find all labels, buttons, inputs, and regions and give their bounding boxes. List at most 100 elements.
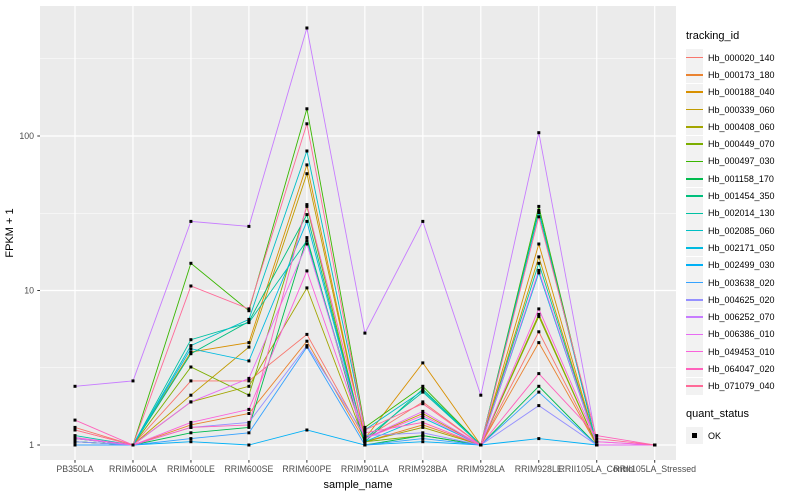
data-point [247, 341, 251, 345]
data-point [305, 339, 309, 343]
data-point [305, 172, 309, 176]
data-point [537, 384, 541, 388]
data-point [189, 431, 193, 435]
legend-item: Hb_071079_040 [686, 377, 800, 395]
data-point [131, 379, 135, 383]
data-point [305, 213, 309, 217]
legend-item-label: Hb_001158_170 [708, 173, 774, 184]
legend-item-label: Hb_002085_060 [708, 225, 775, 236]
data-point [247, 359, 251, 363]
line-swatch-icon [686, 143, 703, 145]
legend-item-label: Hb_000408_060 [708, 121, 775, 132]
legend-key-swatch [686, 118, 703, 136]
data-point [537, 271, 541, 275]
data-point [189, 338, 193, 342]
data-point [595, 440, 599, 444]
data-point [537, 208, 541, 212]
data-point [305, 286, 309, 290]
x-tick-label: RRIM928LE [515, 464, 563, 474]
data-point [189, 437, 193, 441]
legend-item: Hb_002171_050 [686, 239, 800, 257]
data-point [363, 331, 367, 335]
x-tick-label: RRII105LA_Stressed [613, 464, 696, 474]
data-point [305, 428, 309, 432]
data-point [421, 420, 425, 424]
data-point [421, 389, 425, 393]
legend-item: Hb_004625_020 [686, 291, 800, 309]
legend-item: Hb_003638_020 [686, 274, 800, 291]
axis-ticks [37, 135, 656, 463]
legend-item-label: Hb_000339_060 [708, 104, 775, 115]
data-point [131, 443, 135, 447]
x-tick-label: RRIM928LA [457, 464, 505, 474]
data-point [189, 440, 193, 444]
data-point [247, 379, 251, 383]
data-point [73, 428, 77, 432]
line-swatch-icon [686, 177, 703, 180]
data-point [421, 416, 425, 420]
legend-key-swatch [686, 343, 703, 361]
data-point [247, 431, 251, 435]
data-point [537, 404, 541, 408]
data-point [73, 418, 77, 422]
data-point [189, 219, 193, 223]
data-point [537, 314, 541, 318]
legend-item-label: Hb_002171_050 [708, 242, 775, 253]
x-tick-label: RRII105LA_Control [559, 464, 635, 474]
legend-item: Hb_006386_010 [686, 325, 800, 343]
data-point [247, 384, 251, 388]
data-point [305, 236, 309, 240]
legend-item-label: Hb_064047_020 [708, 363, 775, 374]
data-point [305, 163, 309, 167]
line-swatch-icon [686, 56, 703, 59]
data-point [421, 414, 425, 418]
legend-item-label: Hb_000173_180 [708, 69, 775, 80]
legend-item: Hb_001454_350 [686, 187, 800, 205]
legend-key-swatch [686, 291, 703, 309]
data-point [247, 307, 251, 311]
legend-key-swatch [686, 222, 703, 240]
data-point [189, 284, 193, 288]
legend-key-swatch [686, 66, 703, 84]
data-point [537, 341, 541, 345]
data-point [537, 242, 541, 246]
line-swatch-icon [686, 350, 703, 353]
data-point [363, 425, 367, 429]
data-point [305, 242, 309, 246]
data-point [189, 352, 193, 356]
legend-title-quant-status: quant_status [686, 407, 749, 420]
data-point [537, 131, 541, 135]
gridlines [40, 6, 676, 460]
legend-key-swatch [686, 377, 703, 395]
data-point [305, 149, 309, 153]
data-points [73, 26, 657, 447]
data-point [421, 425, 425, 429]
legend-item: Hb_000020_140 [686, 49, 800, 67]
legend-item: Hb_006252_070 [686, 308, 800, 326]
line-swatch-icon [686, 108, 703, 111]
data-point [305, 219, 309, 223]
data-point [421, 219, 425, 223]
data-point [189, 425, 193, 429]
legend-item: Hb_000173_180 [686, 66, 800, 84]
data-point [247, 420, 251, 424]
data-point [363, 428, 367, 432]
data-point [189, 379, 193, 383]
data-point [421, 384, 425, 388]
legend-key-swatch [686, 152, 703, 170]
data-point [421, 409, 425, 413]
legend-panel: tracking_id Hb_000020_140 Hb_000173_180 Hb… [686, 30, 800, 445]
legend-key-swatch [686, 101, 703, 119]
legend-tracking-id-items: Hb_000020_140 Hb_000173_180 Hb_000188_040 H… [686, 49, 800, 395]
data-point [421, 434, 425, 438]
data-point [305, 239, 309, 243]
data-point [537, 211, 541, 214]
data-point [421, 361, 425, 365]
data-point [73, 435, 77, 439]
data-point [421, 431, 425, 435]
legend-item-label: Hb_006252_070 [708, 312, 775, 323]
data-point [305, 203, 309, 207]
data-point [537, 330, 541, 334]
line-swatch-icon [686, 126, 703, 128]
legend-key-swatch [686, 204, 703, 222]
